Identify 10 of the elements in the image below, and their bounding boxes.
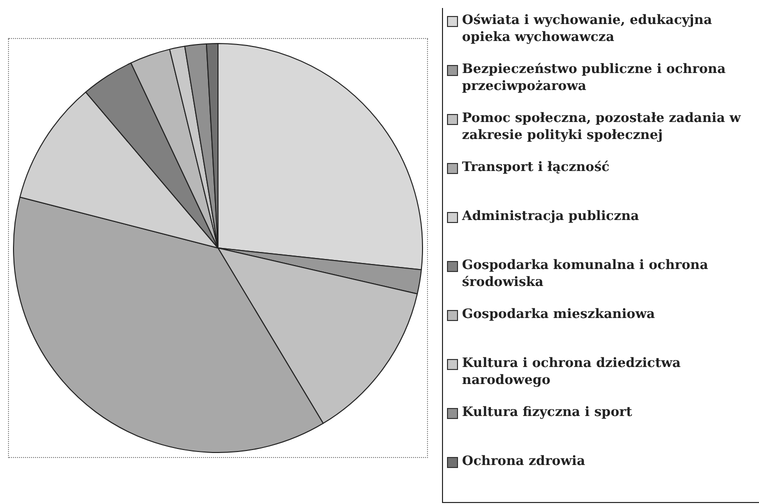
legend-label: Gospodarka mieszkaniowa <box>462 306 655 323</box>
legend-label: Administracja publiczna <box>462 208 640 225</box>
legend-label: Kultura i ochrona dziedzictwa narodowego <box>462 355 682 389</box>
legend-label: Pomoc społeczna, pozostałe zadania w zakresie polityki społecznej <box>462 110 742 144</box>
legend-label: Oświata i wychowanie, edukacyjna opieka wychowawcza <box>462 12 714 46</box>
legend-label: Kultura fizyczna i sport <box>462 404 632 421</box>
legend-label: Ochrona zdrowia <box>462 453 586 470</box>
legend-label: Transport i łączność <box>462 159 610 176</box>
legend-label: Bezpieczeństwo publiczne i ochrona przeciwpożarowa <box>462 61 727 95</box>
legend-label: Gospodarka komunalna i ochrona środowiska <box>462 257 710 291</box>
